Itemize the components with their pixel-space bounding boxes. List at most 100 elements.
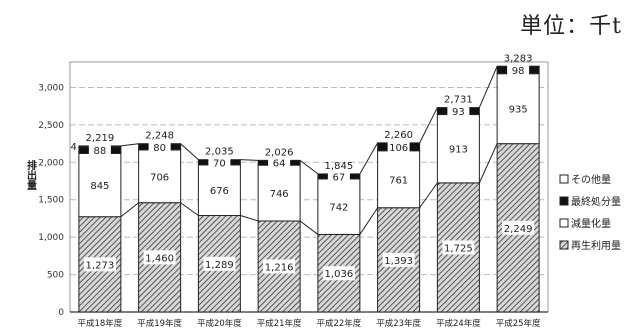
data-label: 1,725 (444, 243, 473, 254)
x-tick-label: 平成25年度 (496, 318, 541, 329)
bar-segment (377, 150, 421, 209)
total-connector (478, 66, 498, 108)
y-tick-label: 2,000 (38, 158, 64, 168)
data-label: 1,216 (265, 262, 294, 273)
data-label-bg (208, 156, 231, 169)
data-label: 4 (71, 142, 77, 153)
total-label: 2,260 (384, 130, 413, 141)
data-label-bg (322, 266, 355, 281)
data-label-bg (83, 257, 116, 272)
data-label: 98 (512, 66, 525, 77)
total-connector (299, 159, 319, 175)
data-label: 80 (153, 143, 166, 154)
reuse-connector (359, 207, 379, 235)
data-label: 706 (150, 172, 169, 183)
bar-segment (436, 114, 480, 184)
total-connector (180, 143, 199, 161)
data-label: 1,289 (205, 260, 234, 271)
legend-label: 最終処分量 (571, 195, 621, 208)
data-label: 676 (210, 186, 229, 197)
y-tick-label: 0 (58, 308, 64, 318)
total-label: 2,219 (86, 133, 115, 144)
total-label: 2,035 (205, 147, 234, 158)
data-label: 742 (329, 203, 348, 214)
data-label: 67 (333, 172, 346, 183)
reuse-connector (299, 220, 319, 235)
label-layer: 1,2738458842,2191,460706802,2481,2896767… (71, 53, 535, 281)
x-tick-label: 平成23年度 (376, 318, 421, 329)
x-tick-label: 平成22年度 (316, 318, 361, 329)
data-label-bg (447, 105, 470, 118)
data-label: 88 (94, 146, 107, 157)
x-tick-label: 平成18年度 (77, 318, 122, 329)
data-label-bg (327, 170, 350, 183)
legend-swatch (559, 174, 569, 184)
legend-swatch (559, 196, 569, 206)
reuse-connector (478, 143, 498, 184)
legend-label: 減量化量 (571, 217, 611, 230)
bar-segment (197, 164, 241, 217)
bar-segment (496, 73, 540, 145)
y-tick-label: 1,000 (38, 233, 64, 243)
data-label-bg (88, 144, 111, 157)
reuse-connector (419, 182, 438, 209)
total-connector (419, 107, 438, 144)
bar-segment (317, 178, 361, 235)
data-label: 1,273 (86, 260, 115, 271)
total-label: 2,731 (444, 95, 473, 106)
legend-label: その他量 (571, 173, 611, 186)
y-axis-title: 排出量 (25, 159, 37, 190)
y-tick-label: 2,500 (38, 121, 64, 131)
legend-swatch (559, 240, 569, 250)
reuse-connector (180, 202, 199, 216)
x-tick-label: 平成20年度 (197, 318, 242, 329)
legend-label: 再生利用量 (571, 239, 621, 252)
data-label-bg (143, 250, 176, 265)
data-label-bg (203, 256, 236, 271)
total-connector (359, 142, 379, 175)
data-label: 935 (509, 105, 528, 116)
x-tick-label: 平成19年度 (137, 318, 182, 329)
data-label: 845 (90, 181, 109, 192)
y-tick-label: 3,000 (38, 83, 64, 93)
reuse-connector (240, 215, 259, 222)
data-label-bg (507, 64, 530, 77)
data-label-bg (148, 140, 171, 153)
data-label-bg (442, 240, 475, 255)
bar-segment (78, 152, 122, 218)
total-label: 2,248 (145, 131, 174, 142)
bar-segment (138, 149, 182, 204)
total-label: 1,845 (325, 161, 354, 172)
reuse-connector (120, 202, 139, 218)
total-label: 3,283 (504, 53, 533, 64)
data-label-bg (382, 252, 415, 267)
data-label-bg (268, 156, 291, 169)
connector-layer (120, 66, 498, 235)
data-label: 2,249 (504, 224, 533, 235)
total-connector (240, 159, 259, 161)
unit-label: 単位：千t (520, 14, 622, 39)
x-tick-label: 平成21年度 (257, 318, 302, 329)
data-label: 913 (449, 145, 468, 156)
total-label: 2,026 (265, 147, 294, 158)
data-label-bg (387, 140, 410, 153)
data-label: 106 (389, 143, 408, 154)
data-label: 70 (213, 158, 226, 169)
data-label: 1,393 (384, 256, 413, 267)
data-label-bg (263, 259, 296, 274)
legend-swatch (559, 218, 569, 228)
data-label: 93 (452, 107, 465, 118)
data-label: 64 (273, 159, 286, 170)
data-label: 1,460 (145, 253, 174, 264)
x-tick-label: 平成24年度 (436, 318, 481, 329)
data-label: 1,036 (325, 269, 354, 280)
total-connector (120, 143, 139, 147)
y-tick-label: 1,500 (38, 196, 64, 206)
data-label: 746 (270, 189, 289, 200)
y-tick-label: 500 (47, 271, 64, 281)
data-label-bg (502, 220, 535, 235)
data-label: 761 (389, 175, 408, 186)
